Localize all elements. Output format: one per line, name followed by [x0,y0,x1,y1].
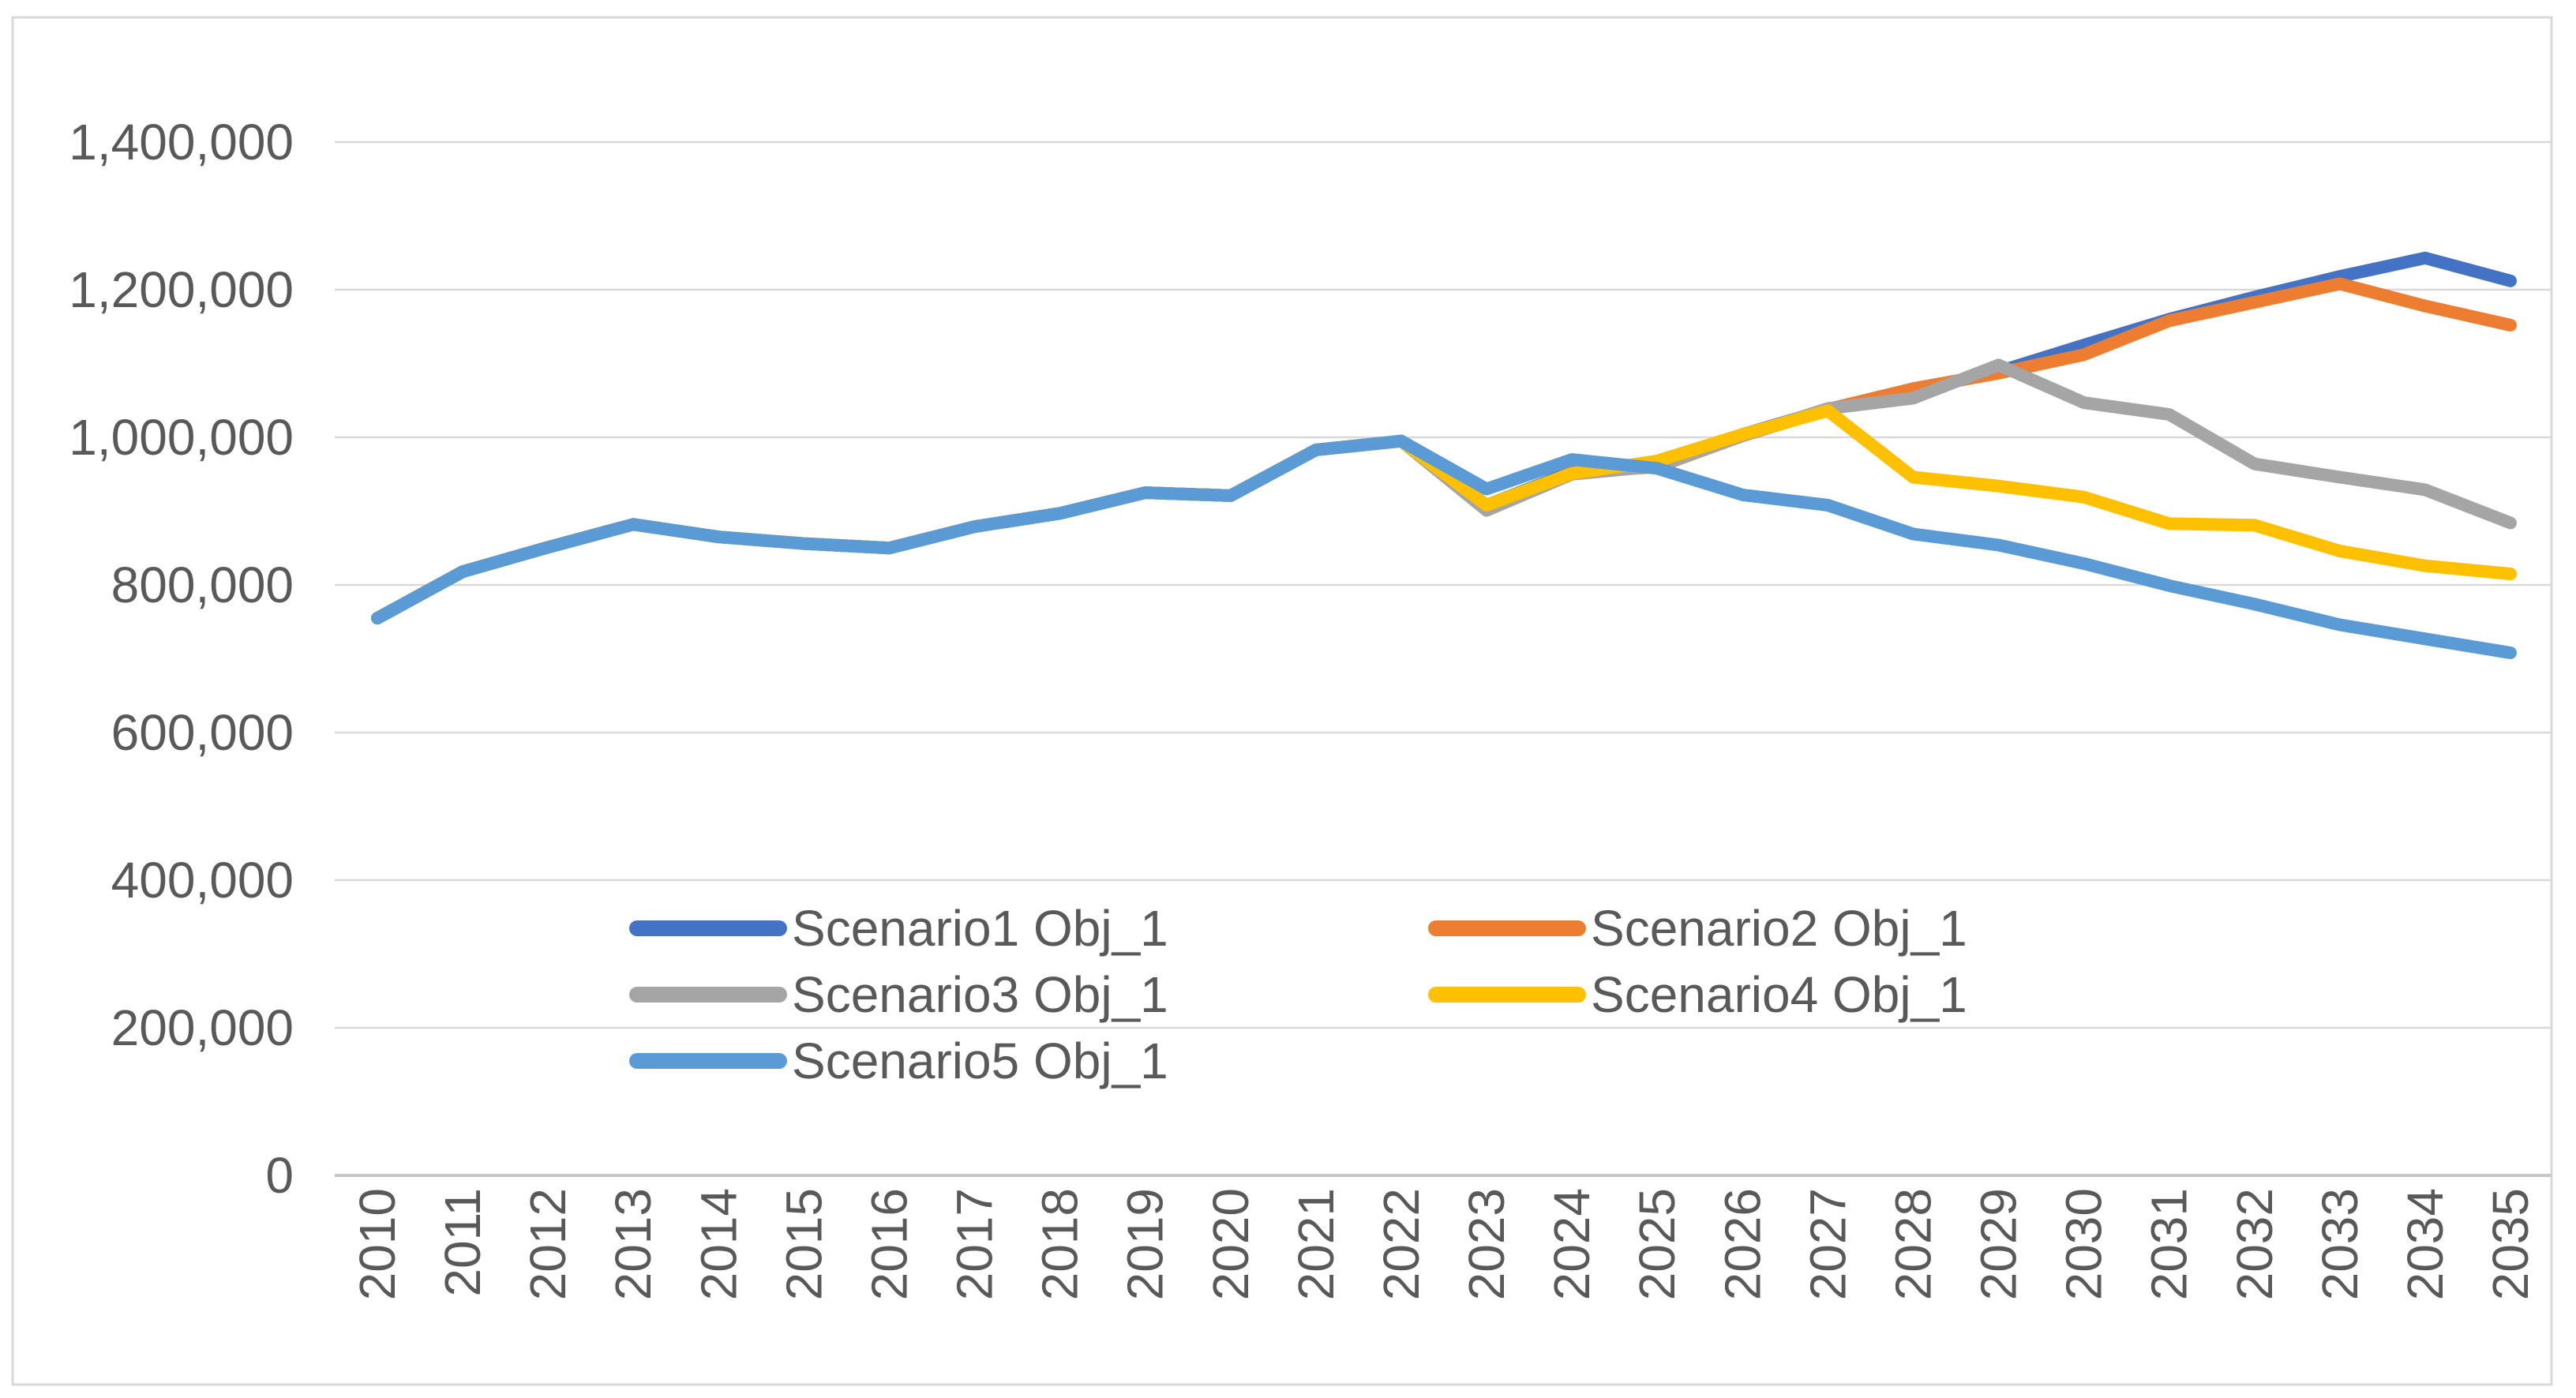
x-axis-tick-label: 2028 [1884,1188,1941,1300]
x-axis-tick-label: 2029 [1970,1188,2027,1300]
y-axis-tick-label: 1,400,000 [69,114,294,171]
series-group [371,251,2517,659]
x-axis-tick-label: 2018 [1032,1188,1089,1300]
x-axis-tick-label: 2023 [1458,1188,1515,1300]
x-axis-tick-label: 2012 [519,1188,576,1300]
y-axis-tick-label: 1,200,000 [69,261,294,318]
x-axis-tick-label: 2035 [2482,1188,2539,1300]
x-axis-tick-label: 2010 [349,1188,406,1300]
x-axis-tick-label: 2022 [1373,1188,1430,1300]
y-axis-tick-label: 400,000 [111,852,294,909]
legend-item-scenario4-obj-1: Scenario4 Obj_1 [1428,966,1967,1023]
x-axis-tick-label: 2014 [690,1188,747,1300]
x-axis-tick-label: 2031 [2141,1188,2198,1300]
chart-border [11,16,2553,1386]
x-axis-tick-label: 2013 [605,1188,662,1300]
x-axis-tick-label: 2021 [1288,1188,1344,1300]
legend-item-scenario3-obj-1: Scenario3 Obj_1 [629,966,1168,1023]
x-axis-labels-group: 2010 2011 2012 2013 2014 2015 2016 2017 2018 2019… [349,1188,2539,1300]
x-axis-tick-label: 2017 [947,1188,1003,1300]
x-axis-tick-label: 2019 [1117,1188,1174,1300]
legend: Scenario1 Obj_1 Scenario2 Obj_1 Scenario3 … [629,900,1967,1089]
x-axis-tick-label: 2034 [2397,1188,2454,1300]
legend-label: Scenario4 Obj_1 [1591,966,1967,1023]
y-axis-tick-label: 1,000,000 [69,409,294,466]
series-line-scenario5-obj-1 [371,434,2517,659]
x-axis-tick-label: 2030 [2056,1188,2113,1300]
gridlines-group [335,141,2552,1177]
x-axis-tick-label: 2025 [1629,1188,1685,1300]
x-axis-tick-label: 2027 [1799,1188,1856,1300]
x-axis-tick-label: 2033 [2312,1188,2368,1300]
x-axis-tick-label: 2011 [434,1188,491,1297]
legend-item-scenario1-obj-1: Scenario1 Obj_1 [629,900,1168,957]
y-axis-tick-label: 600,000 [111,704,294,761]
x-axis-tick-label: 2032 [2226,1188,2283,1300]
x-axis-tick-label: 2016 [861,1188,917,1300]
x-axis-tick-label: 2020 [1202,1188,1259,1300]
x-axis-tick-label: 2026 [1714,1188,1771,1300]
y-axis-labels-group: 0 200,000 400,000 600,000 800,000 1,000,000 1,… [69,114,294,1204]
legend-label: Scenario5 Obj_1 [792,1033,1168,1089]
legend-item-scenario2-obj-1: Scenario2 Obj_1 [1428,900,1967,957]
legend-label: Scenario2 Obj_1 [1591,900,1967,957]
legend-label: Scenario3 Obj_1 [792,966,1168,1023]
y-axis-tick-label: 0 [265,1147,294,1204]
x-axis-tick-label: 2024 [1543,1188,1600,1300]
legend-item-scenario5-obj-1: Scenario5 Obj_1 [629,1033,1168,1089]
y-axis-tick-label: 800,000 [111,557,294,613]
y-axis-tick-label: 200,000 [111,999,294,1056]
legend-label: Scenario1 Obj_1 [792,900,1168,957]
x-axis-tick-label: 2015 [775,1188,832,1300]
